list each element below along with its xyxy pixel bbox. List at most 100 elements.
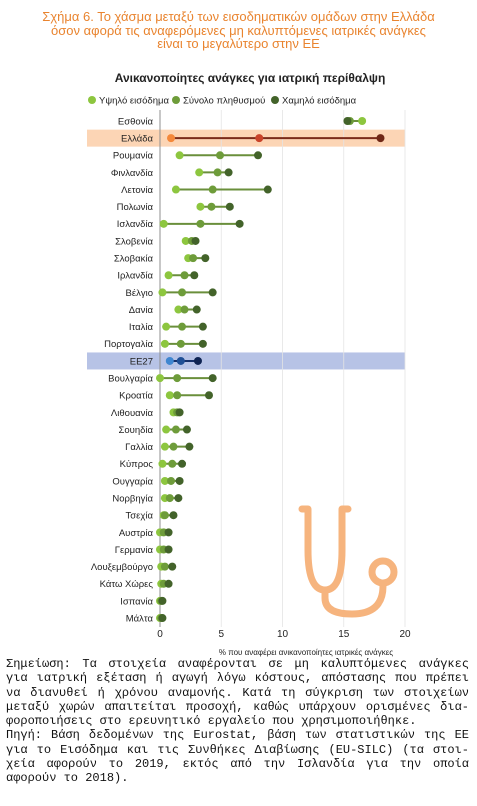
country-row: Κύπρος (120, 459, 187, 470)
country-label: Κάτω Χώρες (100, 579, 154, 590)
total-population-dot (196, 219, 205, 228)
country-label: Σλοβακία (114, 254, 154, 265)
high-income-dot (196, 202, 205, 211)
total-population-dot (208, 185, 217, 194)
country-row: Λετονία (121, 185, 272, 196)
country-row: Ιρλανδία (117, 271, 199, 282)
low-income-dot (192, 305, 201, 314)
note-line: φοροποιήσεις στο ερευνητικό εργαλείο που… (6, 714, 417, 729)
low-income-dot (175, 476, 184, 485)
low-income-dot (225, 202, 234, 211)
country-row: Βουλγαρία (108, 374, 217, 385)
note-line: μεταξύ χωρών απαιτείται προσοχή, καθώς υ… (6, 699, 469, 714)
low-income-dot (193, 356, 202, 365)
country-row: Ισπανία (120, 596, 167, 607)
country-label: Βουλγαρία (108, 374, 153, 385)
legend-dot-high-income (88, 96, 96, 104)
country-label: Αυστρία (119, 528, 154, 539)
source-line: Πηγή: Βάση δεδομένων της Eurostat, βάση … (6, 728, 469, 743)
total-population-dot (160, 562, 169, 571)
country-row: Βέλγιο (126, 288, 217, 299)
country-label: Ιταλία (129, 322, 154, 333)
total-population-dot (180, 305, 189, 314)
country-row: Φινλανδία (111, 168, 233, 179)
country-label: Σουηδία (118, 425, 153, 436)
legend-label-low-income: Χαμηλό εισόδημα (282, 96, 357, 107)
high-income-dot (159, 219, 168, 228)
country-label: Γερμανία (115, 545, 154, 556)
figure-title-line: είναι το μεγαλύτερο στην ΕΕ (157, 36, 320, 52)
highlight-band (87, 352, 405, 370)
country-label: Σλοβενία (115, 236, 153, 247)
stethoscope-chest-piece (368, 557, 398, 587)
country-label: Ελλάδα (121, 134, 153, 145)
high-income-dot (160, 476, 169, 485)
country-row: ΕΕ27 (130, 356, 202, 367)
total-population-dot (216, 151, 225, 160)
country-row: Αυστρία (119, 528, 173, 539)
low-income-dot (164, 579, 173, 588)
country-label: Κροατία (119, 391, 153, 402)
total-population-dot (180, 271, 189, 280)
high-income-dot (175, 151, 184, 160)
total-population-dot (173, 374, 182, 383)
note-line: για ιατρική εξέταση ή αγωγή λόγω κόστους… (6, 671, 469, 686)
low-income-dot (208, 288, 217, 297)
country-row: Γερμανία (115, 545, 173, 556)
low-income-dot (224, 168, 233, 177)
gridlines (159, 110, 406, 627)
country-row: Δανία (129, 305, 201, 316)
country-row: Κροατία (119, 391, 213, 402)
x-tick-label: 0 (157, 629, 163, 640)
country-label: Ρουμανία (113, 151, 154, 162)
note-line: να διανυθεί ή χρόνου αναμονής. Κατά τη σ… (6, 685, 469, 700)
high-income-dot (171, 185, 180, 194)
low-income-dot (190, 271, 199, 280)
total-population-dot (213, 168, 222, 177)
total-population-dot (165, 494, 174, 503)
high-income-dot (167, 134, 176, 143)
country-row: Σλοβακία (114, 254, 210, 265)
legend-label-high-income: Υψηλό εισόδημα (99, 96, 169, 107)
country-label: Ισπανία (120, 596, 153, 607)
total-population-dot (178, 288, 187, 297)
low-income-dot (198, 339, 207, 348)
high-income-dot (162, 322, 171, 331)
country-row: Σλοβενία (115, 236, 200, 247)
country-row: Πολωνία (117, 202, 234, 213)
low-income-dot (201, 254, 210, 263)
country-label: Μάλτα (126, 613, 154, 624)
country-row: Ρουμανία (113, 151, 262, 162)
low-income-dot (254, 151, 262, 160)
low-income-dot (191, 236, 200, 245)
country-row: Νορβηγία (112, 493, 183, 504)
x-tick-label: 15 (338, 629, 350, 640)
total-population-dot (168, 459, 177, 468)
total-population-dot (178, 322, 187, 331)
high-income-dot (162, 425, 171, 434)
legend-dot-low-income (271, 96, 279, 104)
note-line: Σημείωση: Τα στοιχεία αναφέρονται σε μη … (6, 657, 469, 671)
total-population-dot (189, 254, 198, 263)
x-axis-label: % που αναφέρει ανικανοποίητες ιατρικές α… (219, 648, 393, 657)
low-income-dot (376, 134, 385, 143)
source-line: αφορούν το 2018). (6, 771, 129, 786)
low-income-dot (164, 545, 173, 554)
figure-title-line: όσον αφορά τις αναφερόμενες μη καλυπτόμε… (51, 22, 426, 38)
country-row: Ιταλία (129, 322, 207, 333)
country-row: Λιθουανία (111, 408, 184, 419)
country-row: Κάτω Χώρες (100, 579, 173, 590)
country-label: Λετονία (121, 185, 153, 196)
low-income-dot (164, 528, 173, 537)
high-income-dot (165, 356, 174, 365)
high-income-dot (160, 442, 169, 451)
country-label: Εσθονία (118, 116, 154, 127)
x-axis-ticks: 0 5 10 15 20 (157, 629, 411, 640)
country-label: Πολωνία (117, 202, 154, 213)
low-income-dot (168, 562, 177, 571)
figure-title: Σχήμα 6. Το χάσμα μεταξύ των εισοδηματικ… (0, 10, 477, 51)
legend-dot-total-population (172, 96, 180, 104)
low-income-dot (178, 459, 187, 468)
country-row: Λουξεμβούργο (91, 562, 177, 573)
total-population-dot (176, 339, 185, 348)
